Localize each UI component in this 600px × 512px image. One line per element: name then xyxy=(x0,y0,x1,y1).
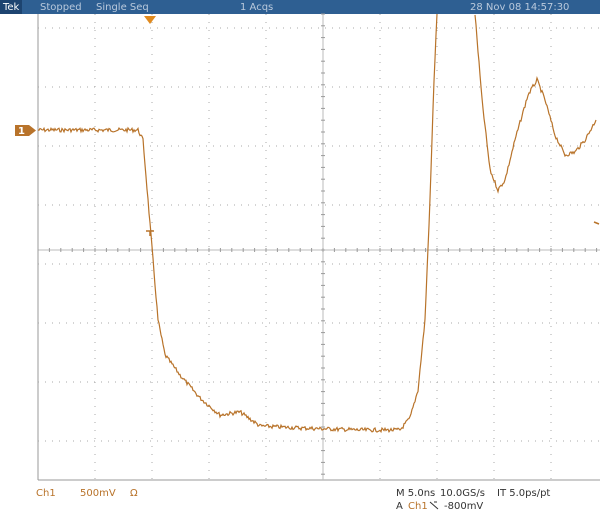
channel-marker: 1 xyxy=(18,126,25,137)
channel-marker-arrow xyxy=(29,125,36,136)
sample-rate: 10.0GS/s xyxy=(440,488,485,499)
brand: Tek xyxy=(2,2,20,13)
channel-label: Ch1 xyxy=(36,488,56,499)
channel-marker-box xyxy=(15,125,29,136)
acquisitions: 1 Acqs xyxy=(240,2,273,13)
trigger-level: -800mV xyxy=(444,501,483,512)
coupling: Ω xyxy=(130,488,138,499)
trigger-channel: Ch1 xyxy=(408,501,428,512)
trigger-slope-icon xyxy=(429,501,439,510)
vertical-scale: 500mV xyxy=(80,488,116,499)
graticule xyxy=(37,13,600,481)
waveform xyxy=(37,13,597,434)
status-bar xyxy=(0,0,600,14)
status: Stopped xyxy=(40,2,82,13)
mode: Single Seq xyxy=(96,2,149,13)
trigger-prefix: A xyxy=(396,501,403,512)
trigger-position-marker xyxy=(144,16,156,24)
timebase: M 5.0ns xyxy=(396,488,435,499)
trigger-point-marker xyxy=(146,230,154,236)
brand-box xyxy=(0,0,22,14)
trigger-level-marker xyxy=(593,221,600,225)
interpolation: IT 5.0ps/pt xyxy=(497,488,550,499)
timestamp: 28 Nov 08 14:57:30 xyxy=(470,2,569,13)
